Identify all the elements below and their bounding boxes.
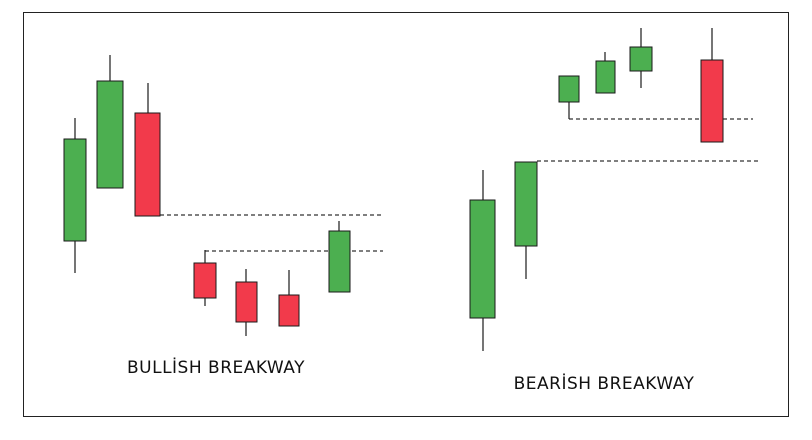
- candle: [558, 75, 580, 103]
- candle: [700, 59, 724, 143]
- candle: [96, 80, 124, 189]
- candle: [469, 199, 496, 319]
- pattern-label: BEARİSH BREAKWAY: [514, 373, 695, 394]
- candle: [63, 138, 87, 242]
- candle: [193, 262, 217, 299]
- bullish-pattern: BULLİSH BREAKWAY: [63, 55, 383, 378]
- pattern-label: BULLİSH BREAKWAY: [127, 357, 305, 378]
- candle: [514, 161, 538, 247]
- candle: [595, 60, 616, 94]
- candle: [629, 46, 653, 72]
- bearish-pattern: BEARİSH BREAKWAY: [469, 28, 758, 394]
- candle: [278, 294, 300, 327]
- candle: [134, 112, 161, 217]
- candle: [328, 230, 351, 293]
- candle: [235, 281, 258, 323]
